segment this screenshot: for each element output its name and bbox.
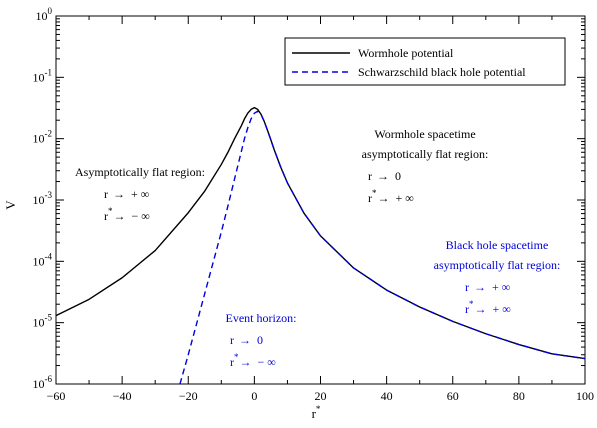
math-arrow: → (475, 302, 487, 316)
annotation-math: r*→ − ∞ (230, 352, 276, 369)
tick-group: −60 −40 −20 0 20 40 60 80 10010010-110-210-310-4… (33, 6, 595, 403)
annotation-math: r → + ∞ (104, 187, 149, 201)
x-tick-label: 80 (513, 389, 525, 403)
math-lhs: r (465, 302, 469, 316)
x-tick-label: −20 (179, 389, 198, 403)
x-axis-label-base: r (312, 406, 317, 421)
math-lhs: r (465, 280, 469, 294)
math-arrow: → (378, 191, 390, 205)
math-sup: * (234, 352, 239, 362)
math-rhs: + ∞ (492, 280, 510, 294)
annotation-text: Wormhole spacetime (374, 127, 475, 141)
math-lhs: r (368, 169, 372, 183)
x-tick-label: 20 (315, 389, 327, 403)
annotation-text: Event horizon: (226, 311, 297, 325)
math-sup: * (108, 206, 113, 216)
annotation-blackhole-region: Black hole spacetime asymptotically flat … (434, 238, 561, 316)
x-axis-label-sup: * (316, 404, 321, 414)
legend-label-schwarzschild: Schwarzschild black hole potential (358, 65, 526, 79)
y-tick-exponent: -5 (45, 313, 53, 323)
x-tick-label: −60 (47, 389, 66, 403)
y-tick-exponent: -2 (45, 129, 53, 139)
x-tick-label: 100 (576, 389, 594, 403)
math-sup: * (469, 299, 474, 309)
x-tick-label: 40 (381, 389, 393, 403)
legend-label-wormhole: Wormhole potential (358, 46, 454, 60)
y-tick-label: 10-5 (33, 313, 53, 330)
y-tick-exponent: -4 (45, 251, 53, 261)
y-tick-exponent: -3 (45, 190, 53, 200)
y-tick-label: 10-2 (33, 129, 53, 146)
math-lhs: r (368, 191, 372, 205)
legend-box (284, 37, 566, 86)
schwarzschild-potential-line (179, 110, 586, 385)
annotation-left-region: Asymptotically flat region: r → + ∞ r*→ − ∞ (75, 165, 205, 223)
annotation-math: r → 0 (368, 169, 401, 183)
math-arrow: → (240, 355, 252, 369)
math-lhs: r (230, 333, 234, 347)
math-rhs: + ∞ (396, 191, 414, 205)
y-tick-exponent: -1 (45, 67, 53, 77)
y-tick-base: 10 (36, 9, 48, 23)
y-tick-base: 10 (33, 132, 45, 146)
math-arrow: → (114, 209, 126, 223)
math-rhs: − ∞ (132, 209, 150, 223)
x-tick-label: 60 (447, 389, 459, 403)
y-tick-base: 10 (33, 70, 45, 84)
math-rhs: − ∞ (258, 355, 276, 369)
legend: Wormhole potential Schwarzschild black h… (284, 37, 566, 86)
y-tick-label: 10-3 (33, 190, 53, 207)
math-arrow: → (113, 187, 125, 201)
annotation-event-horizon: Event horizon: r → 0 r*→ − ∞ (226, 311, 297, 369)
y-axis-label: V (3, 200, 18, 210)
y-tick-label: 10-4 (33, 251, 53, 268)
annotation-text: Black hole spacetime (446, 238, 549, 252)
math-lhs: r (104, 187, 108, 201)
wormhole-potential-line (55, 106, 586, 360)
math-rhs: 0 (395, 169, 401, 183)
annotation-math: r*→ + ∞ (465, 299, 511, 316)
math-rhs: + ∞ (493, 302, 511, 316)
annotation-math: r → + ∞ (465, 280, 510, 294)
series-layer (55, 106, 586, 385)
y-tick-exponent: 0 (48, 6, 53, 16)
annotation-math: r → 0 (230, 333, 263, 347)
math-rhs: + ∞ (131, 187, 149, 201)
math-arrow: → (377, 169, 389, 183)
y-tick-label: 10-1 (33, 67, 53, 84)
annotation-text: Asymptotically flat region: (75, 165, 205, 179)
y-tick-base: 10 (33, 316, 45, 330)
annotation-text: asymptotically flat region: (362, 147, 489, 161)
y-tick-base: 10 (33, 193, 45, 207)
math-lhs: r (104, 209, 108, 223)
math-rhs: 0 (257, 333, 263, 347)
x-tick-label: −40 (113, 389, 132, 403)
annotation-wormhole-region: Wormhole spacetime asymptotically flat re… (362, 127, 489, 205)
math-sup: * (372, 188, 377, 198)
x-axis-label: r* (312, 404, 321, 421)
y-tick-label: 10-6 (33, 374, 53, 391)
y-tick-exponent: -6 (45, 374, 53, 384)
annotation-layer: Asymptotically flat region:r → + ∞r*→ − ∞Wo… (75, 127, 560, 369)
y-tick-base: 10 (33, 254, 45, 268)
annotation-math: r*→ − ∞ (104, 206, 150, 223)
math-arrow: → (239, 333, 251, 347)
math-lhs: r (230, 355, 234, 369)
annotation-text: asymptotically flat region: (434, 258, 561, 272)
math-arrow: → (474, 280, 486, 294)
y-tick-base: 10 (33, 377, 45, 391)
x-tick-label: 0 (251, 389, 257, 403)
y-tick-label: 100 (36, 6, 53, 23)
annotation-math: r*→ + ∞ (368, 188, 414, 205)
